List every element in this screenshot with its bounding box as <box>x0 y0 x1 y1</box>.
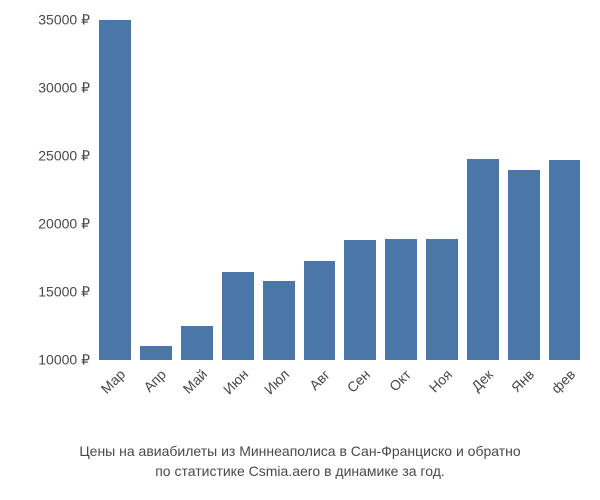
x-tick-label: Май <box>180 366 211 397</box>
x-tick-label: Окт <box>386 366 414 394</box>
price-chart: 10000 ₽ 15000 ₽ 20000 ₽ 25000 ₽ 30000 ₽ 35000… <box>0 0 600 500</box>
bar-slot <box>340 20 381 360</box>
y-tick-label: 10000 ₽ <box>10 352 90 369</box>
x-tick-label: Июн <box>220 366 251 397</box>
y-tick-label: 25000 ₽ <box>10 148 90 165</box>
x-axis-labels: Мар Апр Май Июн Июл Авг Сен Окт Ноя Дек Янвфев <box>95 364 585 424</box>
x-label-slot: Июн <box>217 364 258 424</box>
bar <box>467 159 499 360</box>
bar-slot <box>422 20 463 360</box>
bar <box>263 281 295 360</box>
bar-slot <box>544 20 585 360</box>
bar-slot <box>258 20 299 360</box>
caption-line-2: по статистике Csmia.aero в динамике за г… <box>0 462 600 481</box>
x-label-slot: Июл <box>258 364 299 424</box>
x-label-slot: Мар <box>95 364 136 424</box>
x-tick-label: Сен <box>344 366 373 395</box>
x-tick-label: Ноя <box>426 366 455 395</box>
bar-slot <box>136 20 177 360</box>
bar <box>426 239 458 360</box>
bar-slot <box>462 20 503 360</box>
x-tick-label: Авг <box>306 366 333 393</box>
x-tick-label: Мар <box>98 366 129 397</box>
bar-slot <box>299 20 340 360</box>
x-tick-label: Апр <box>141 366 170 395</box>
y-tick-label: 35000 ₽ <box>10 12 90 29</box>
x-label-slot: Апр <box>136 364 177 424</box>
plot-area <box>95 20 585 360</box>
x-label-slot: Авг <box>299 364 340 424</box>
x-label-slot: фев <box>544 364 585 424</box>
bar <box>99 20 131 360</box>
bar <box>181 326 213 360</box>
x-label-slot: Ноя <box>422 364 463 424</box>
y-tick-label: 30000 ₽ <box>10 80 90 97</box>
bar <box>549 160 581 360</box>
bar-slot <box>217 20 258 360</box>
x-label-slot: Янв <box>503 364 544 424</box>
x-label-slot: Май <box>177 364 218 424</box>
x-label-slot: Дек <box>462 364 503 424</box>
x-tick-label: фев <box>547 366 577 396</box>
bar-slot <box>503 20 544 360</box>
bar-slot <box>95 20 136 360</box>
bar <box>140 346 172 360</box>
bar <box>508 170 540 360</box>
x-tick-label: Янв <box>508 366 537 395</box>
bar <box>385 239 417 360</box>
x-label-slot: Сен <box>340 364 381 424</box>
x-label-slot: Окт <box>381 364 422 424</box>
caption-line-1: Цены на авиабилеты из Миннеаполиса в Сан… <box>0 442 600 461</box>
x-tick-label: Июл <box>261 366 292 397</box>
bar <box>304 261 336 360</box>
bar-slot <box>177 20 218 360</box>
bar-slot <box>381 20 422 360</box>
bar <box>222 272 254 360</box>
x-tick-label: Дек <box>468 366 496 394</box>
y-tick-label: 20000 ₽ <box>10 216 90 233</box>
bar <box>344 240 376 360</box>
bars-container <box>95 20 585 360</box>
y-tick-label: 15000 ₽ <box>10 284 90 301</box>
